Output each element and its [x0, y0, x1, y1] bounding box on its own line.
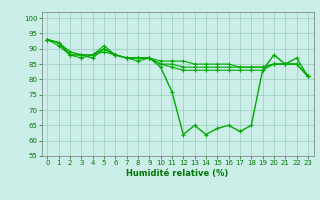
X-axis label: Humidité relative (%): Humidité relative (%): [126, 169, 229, 178]
